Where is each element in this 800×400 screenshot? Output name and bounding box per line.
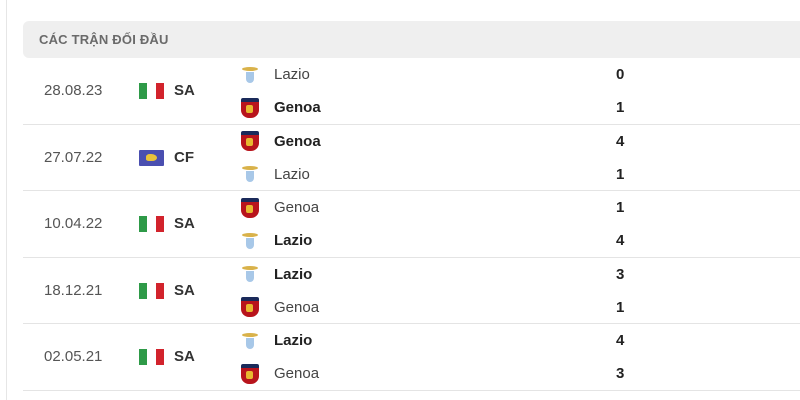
- home-score: 0: [616, 66, 625, 83]
- match-row[interactable]: 02.05.21 SA Lazio Genoa 4 3: [23, 324, 800, 391]
- match-row[interactable]: 18.12.21 SA Lazio Genoa 3 1: [23, 258, 800, 325]
- genoa-icon: [241, 97, 259, 118]
- team-name: Lazio: [274, 165, 310, 183]
- home-score: 3: [616, 265, 625, 283]
- genoa-icon: [241, 363, 259, 384]
- italy-flag-icon: [139, 349, 164, 366]
- genoa-icon: [241, 197, 259, 218]
- head-to-head-panel: CÁC TRẬN ĐỐI ĐẦU 28.08.23 SA Lazio Genoa 0 1 2…: [23, 21, 800, 391]
- team-name: Lazio: [274, 232, 313, 250]
- lazio-icon: [241, 164, 259, 184]
- away-score: 1: [616, 298, 625, 316]
- match-row[interactable]: 28.08.23 SA Lazio Genoa 0 1: [23, 58, 800, 125]
- team-name: Genoa: [274, 99, 321, 116]
- team-away[interactable]: Genoa: [241, 291, 319, 324]
- team-home[interactable]: Genoa: [241, 125, 321, 158]
- team-away[interactable]: Lazio: [241, 224, 312, 257]
- lazio-icon: [241, 231, 259, 251]
- match-date: 27.07.22: [44, 148, 103, 166]
- home-score: 4: [616, 332, 625, 350]
- section-title: CÁC TRẬN ĐỐI ĐẦU: [23, 21, 800, 58]
- home-score: 4: [616, 132, 625, 150]
- competition: SA: [174, 82, 195, 99]
- home-score: 1: [616, 199, 625, 217]
- match-date: 18.12.21: [44, 281, 103, 299]
- team-away[interactable]: Genoa: [241, 357, 319, 390]
- team-away[interactable]: Lazio: [241, 158, 310, 191]
- match-row[interactable]: 27.07.22 CF Genoa Lazio 4 1: [23, 125, 800, 192]
- team-name: Lazio: [274, 66, 310, 83]
- team-home[interactable]: Lazio: [241, 258, 312, 291]
- competition: SA: [174, 348, 195, 366]
- italy-flag-icon: [139, 83, 164, 99]
- lazio-icon: [241, 331, 259, 351]
- away-score: 1: [616, 165, 625, 183]
- genoa-icon: [241, 297, 259, 318]
- team-away[interactable]: Genoa: [241, 91, 321, 124]
- away-score: 3: [616, 365, 625, 383]
- genoa-icon: [241, 131, 259, 152]
- away-score: 1: [616, 99, 625, 116]
- team-home[interactable]: Lazio: [241, 58, 310, 91]
- match-date: 28.08.23: [44, 82, 103, 99]
- team-name: Genoa: [274, 199, 320, 217]
- match-row[interactable]: 10.04.22 SA Genoa Lazio 1 4: [23, 191, 800, 258]
- team-name: Genoa: [274, 365, 320, 383]
- team-name: Lazio: [274, 265, 313, 283]
- divider: [6, 0, 7, 400]
- team-name: Genoa: [274, 132, 321, 150]
- competition: SA: [174, 281, 195, 299]
- world-flag-icon: [139, 149, 164, 166]
- lazio-icon: [241, 65, 259, 85]
- match-date: 02.05.21: [44, 348, 103, 366]
- match-date: 10.04.22: [44, 215, 103, 233]
- italy-flag-icon: [139, 282, 164, 299]
- italy-flag-icon: [139, 216, 164, 233]
- competition: SA: [174, 215, 195, 233]
- team-name: Genoa: [274, 298, 320, 316]
- team-home[interactable]: Lazio: [241, 324, 312, 357]
- team-name: Lazio: [274, 332, 313, 350]
- team-home[interactable]: Genoa: [241, 191, 319, 224]
- lazio-icon: [241, 264, 259, 284]
- competition: CF: [174, 148, 194, 166]
- away-score: 4: [616, 232, 625, 250]
